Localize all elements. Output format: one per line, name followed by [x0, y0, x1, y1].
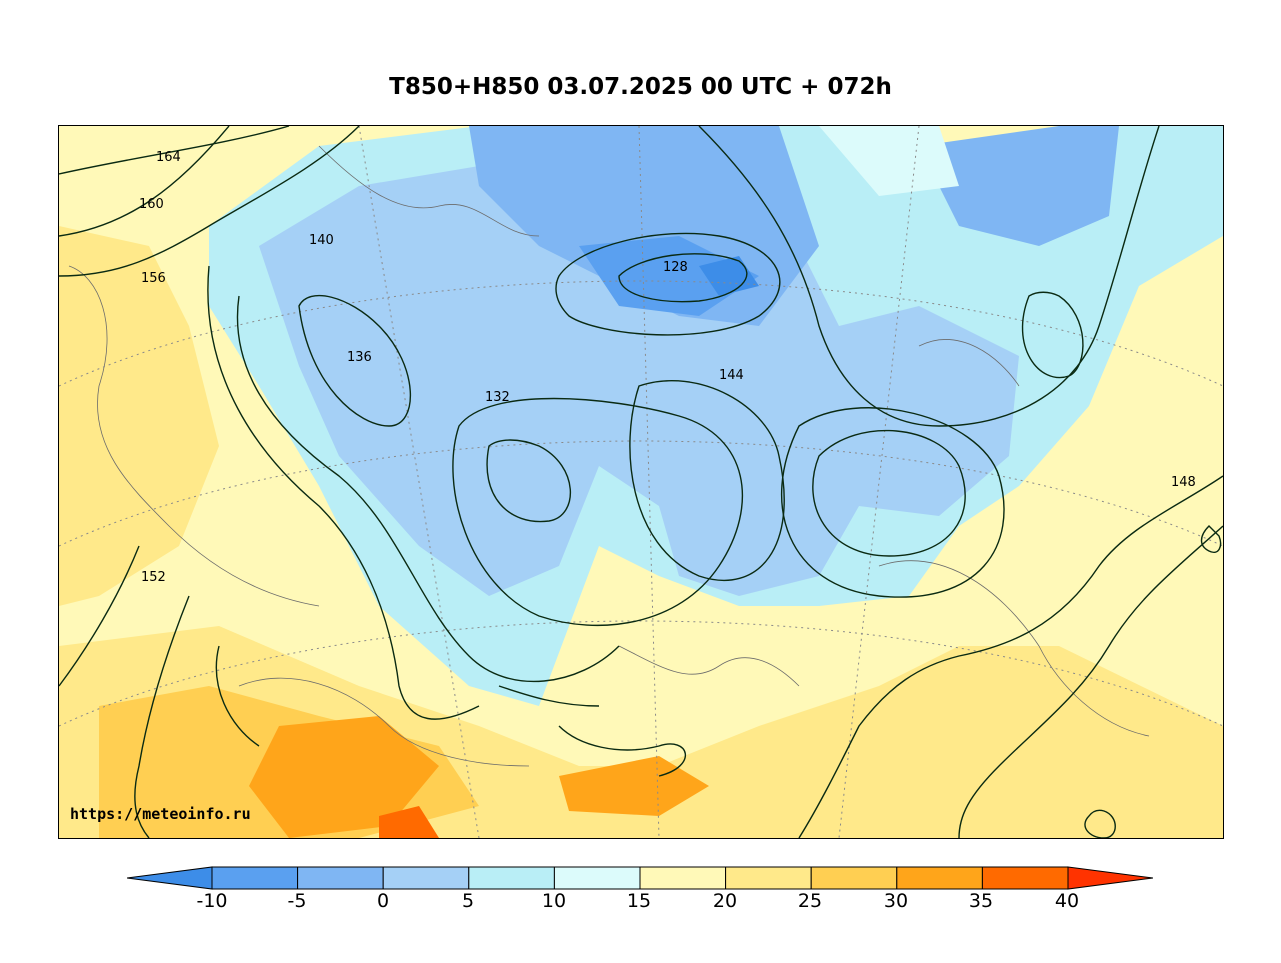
contour-label-160: 160	[139, 197, 164, 212]
colorbar-label: 35	[968, 890, 994, 912]
colorbar-segment	[981, 866, 1069, 890]
colorbar-label: 0	[376, 890, 390, 912]
colorbar-segment	[382, 866, 470, 890]
contour-label-164: 164	[156, 150, 181, 165]
temperature-fill	[59, 126, 1223, 838]
colorbar-segment	[468, 866, 555, 890]
contour-label-140: 140	[309, 233, 334, 248]
contour-labels: 164 160 156 152 148 144 140 136 132 128	[139, 150, 1196, 585]
colorbar-segment	[297, 866, 384, 890]
colorbar-label: 10	[541, 890, 567, 912]
colorbar-label: 25	[797, 890, 823, 912]
height-contours	[59, 126, 1223, 838]
contour-label-136: 136	[347, 350, 372, 365]
colorbar-segment	[725, 866, 812, 890]
contour-label-156: 156	[141, 271, 166, 286]
colorbar	[127, 866, 1153, 890]
colorbar-segment	[810, 866, 898, 890]
coastlines	[68, 145, 1150, 767]
contour-label-152: 152	[141, 570, 166, 585]
source-credit: https://meteoinfo.ru	[70, 805, 251, 823]
colorbar-labels: -10 -5 0 5 10 15 20 25 30 35 40	[0, 890, 1281, 920]
contour-label-144: 144	[719, 368, 744, 383]
colorbar-label: 20	[712, 890, 738, 912]
colorbar-left-extension	[127, 866, 213, 890]
chart-title: T850+H850 03.07.2025 00 UTC + 072h	[389, 74, 892, 100]
colorbar-right-extension	[1067, 866, 1153, 890]
colorbar-segment	[553, 866, 641, 890]
colorbar-label: 30	[883, 890, 909, 912]
colorbar-segment	[639, 866, 727, 890]
colorbar-segment	[896, 866, 983, 890]
contour-label-132: 132	[485, 390, 510, 405]
colorbar-label: 40	[1054, 890, 1080, 912]
temperature-height-map: 164 160 156 152 148 144 140 136 132 128	[59, 126, 1223, 838]
colorbar-segments	[211, 866, 1069, 890]
colorbar-segment	[211, 866, 299, 890]
contour-label-128: 128	[663, 260, 688, 275]
colorbar-label: 15	[626, 890, 652, 912]
contour-label-148: 148	[1171, 475, 1196, 490]
colorbar-label: -5	[287, 890, 307, 912]
colorbar-label: -10	[196, 890, 228, 912]
colorbar-label: 5	[461, 890, 475, 912]
map-panel: 164 160 156 152 148 144 140 136 132 128	[58, 125, 1224, 839]
